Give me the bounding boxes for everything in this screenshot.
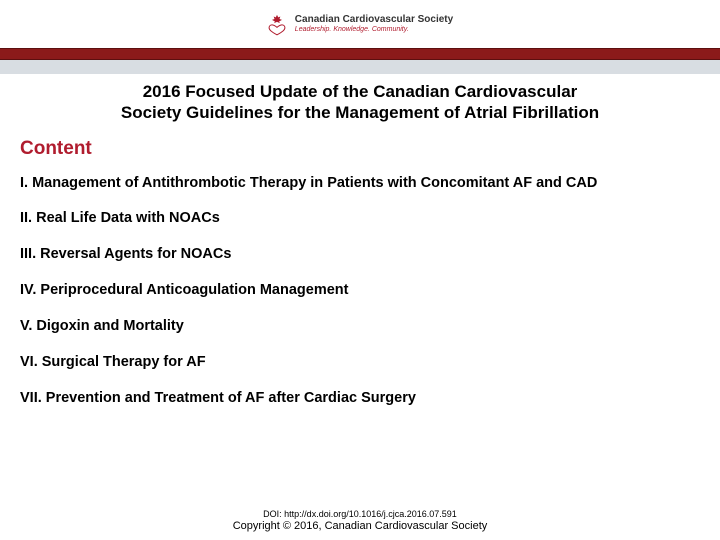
- org-tagline: Leadership. Knowledge. Community.: [295, 26, 453, 33]
- logo-row: Canadian Cardiovascular Society Leadersh…: [267, 12, 453, 36]
- toc-item: II. Real Life Data with NOACs: [20, 209, 700, 228]
- toc-list: I. Management of Antithrombotic Therapy …: [20, 174, 700, 408]
- plenary-line-2: Society Guidelines for the Management of…: [20, 102, 700, 123]
- toc-item: III. Reversal Agents for NOACs: [20, 245, 700, 264]
- logo-text: Canadian Cardiovascular Society Leadersh…: [295, 15, 453, 33]
- toc-item: I. Management of Antithrombotic Therapy …: [20, 174, 700, 193]
- plenary-line-1: 2016 Focused Update of the Canadian Card…: [20, 81, 700, 102]
- content-heading: Content: [20, 138, 700, 160]
- maple-heart-icon: [267, 12, 287, 36]
- toc-item: IV. Periprocedural Anticoagulation Manag…: [20, 281, 700, 300]
- toc-item: V. Digoxin and Mortality: [20, 317, 700, 336]
- plenary-title: 2016 Focused Update of the Canadian Card…: [0, 74, 720, 128]
- header: Canadian Cardiovascular Society Leadersh…: [0, 0, 720, 48]
- doi-text: DOI: http://dx.doi.org/10.1016/j.cjca.20…: [0, 509, 720, 519]
- content-section: Content I. Management of Antithrombotic …: [0, 128, 720, 408]
- toc-item: VII. Prevention and Treatment of AF afte…: [20, 389, 700, 408]
- footer: DOI: http://dx.doi.org/10.1016/j.cjca.20…: [0, 509, 720, 532]
- gray-divider-bar: [0, 60, 720, 74]
- toc-item: VI. Surgical Therapy for AF: [20, 353, 700, 372]
- copyright-text: Copyright © 2016, Canadian Cardiovascula…: [0, 520, 720, 532]
- red-divider-bar: [0, 48, 720, 60]
- org-name: Canadian Cardiovascular Society: [295, 15, 453, 26]
